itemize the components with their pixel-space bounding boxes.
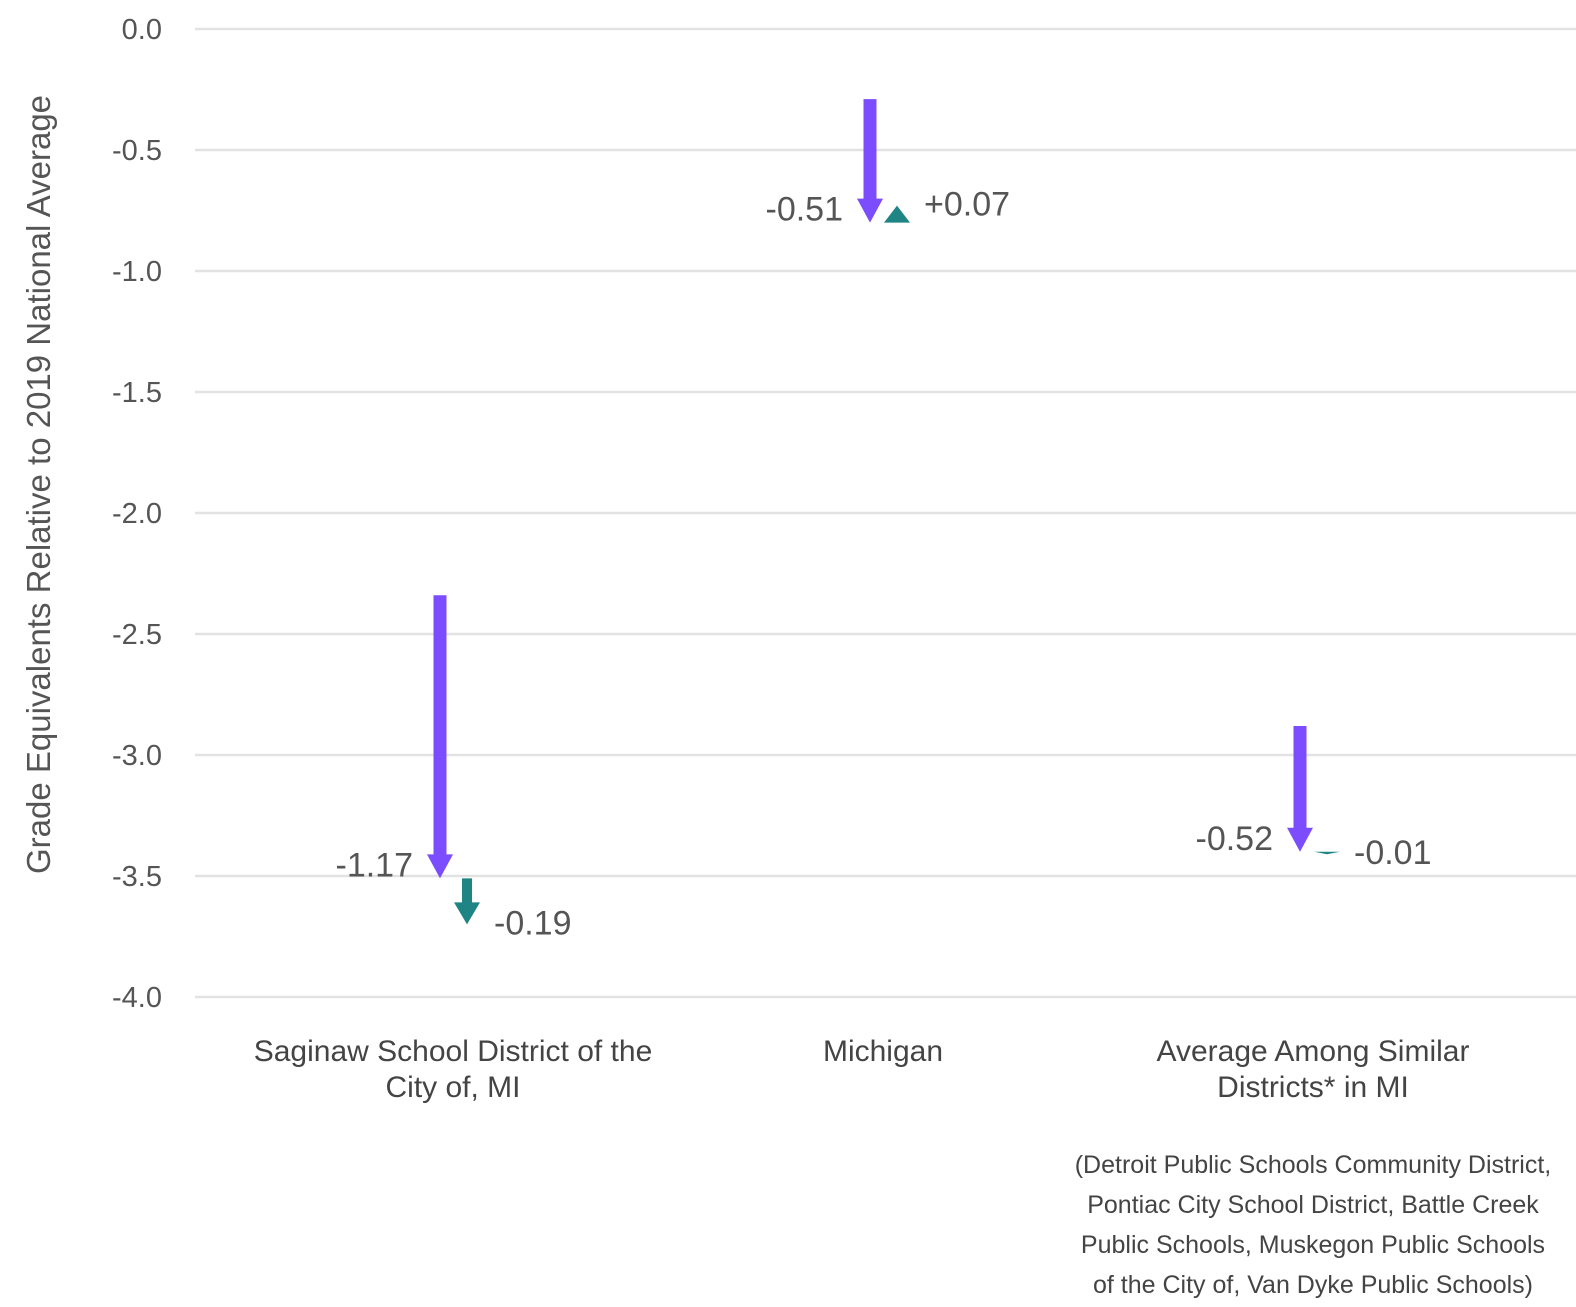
y-tick-label: -4.0 [112, 982, 162, 1014]
category-label: Districts* in MI [1217, 1071, 1409, 1104]
y-tick-label: -2.0 [112, 498, 162, 530]
value-label: -0.51 [766, 191, 844, 229]
y-tick-label: 0.0 [122, 14, 162, 46]
y-tick-label: -2.5 [112, 619, 162, 651]
y-tick-label: -1.5 [112, 377, 162, 409]
category-label: Michigan [823, 1035, 943, 1068]
change-arrow [427, 595, 453, 879]
change-arrow [454, 878, 480, 925]
change-arrow [1314, 851, 1340, 855]
footnote-line: Public Schools, Muskegon Public Schools [1081, 1231, 1545, 1259]
category-label: Average Among Similar [1157, 1035, 1470, 1068]
change-arrow [884, 205, 910, 223]
value-label: -0.19 [494, 904, 572, 942]
y-axis-title: Grade Equivalents Relative to 2019 Natio… [20, 95, 57, 874]
y-tick-label: -0.5 [112, 135, 162, 167]
value-label: -0.01 [1354, 834, 1432, 872]
y-tick-label: -3.0 [112, 740, 162, 772]
value-label: -0.52 [1196, 820, 1274, 858]
category-label: Saginaw School District of the [254, 1035, 653, 1068]
footnote-line: (Detroit Public Schools Community Distri… [1075, 1151, 1552, 1179]
change-arrow [857, 99, 883, 223]
footnote-line: Pontiac City School District, Battle Cre… [1087, 1191, 1539, 1219]
value-label: -1.17 [336, 846, 414, 884]
category-label: City of, MI [385, 1071, 520, 1104]
change-arrow [1287, 725, 1313, 852]
y-tick-label: -3.5 [112, 861, 162, 893]
value-label: +0.07 [924, 186, 1010, 224]
footnote-line: of the City of, Van Dyke Public Schools) [1093, 1271, 1533, 1299]
y-tick-label: -1.0 [112, 256, 162, 288]
